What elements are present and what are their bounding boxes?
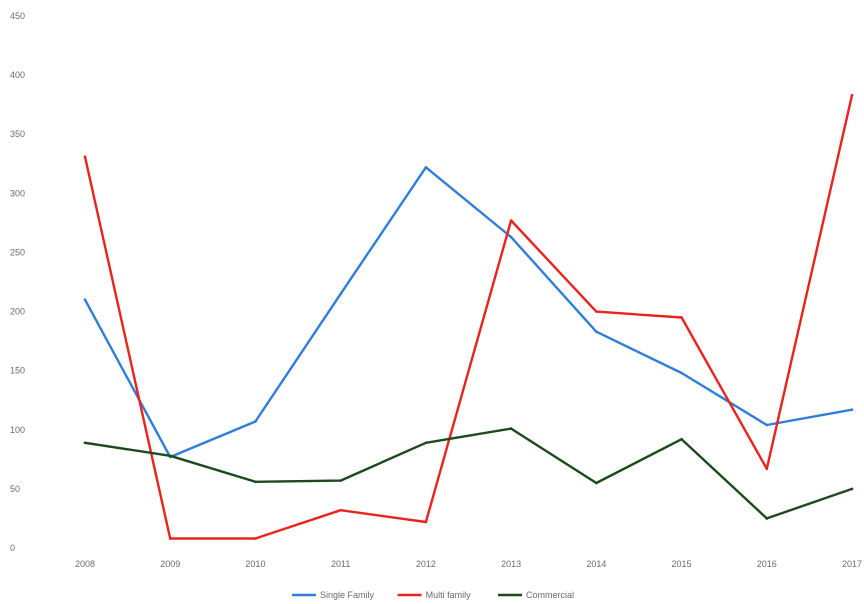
data-point: [424, 520, 428, 524]
data-point: [339, 479, 342, 482]
series-line: [83, 427, 854, 520]
series-lines: [83, 93, 854, 540]
y-tick-label: 450: [10, 11, 25, 21]
data-point: [595, 481, 598, 485]
data-point: [424, 441, 428, 445]
y-tick-label: 0: [10, 543, 15, 553]
x-tick-label: 2010: [245, 559, 265, 569]
x-tick-label: 2013: [501, 559, 521, 569]
legend-item: Multi family: [397, 590, 472, 600]
legend-label: Single Family: [320, 590, 375, 600]
series-multi-family: [83, 93, 854, 540]
series-line: [83, 166, 854, 459]
data-point: [509, 427, 513, 430]
series-line: [83, 93, 854, 540]
x-tick-label: 2009: [160, 559, 180, 569]
x-tick-label: 2017: [842, 559, 862, 569]
legend-label: Commercial: [526, 590, 574, 600]
x-tick-label: 2008: [75, 559, 95, 569]
data-point: [424, 166, 428, 169]
data-point: [168, 537, 172, 540]
series-commercial: [83, 427, 854, 520]
data-point: [254, 480, 257, 484]
data-point: [850, 487, 854, 491]
data-point: [83, 298, 87, 302]
data-point: [168, 454, 172, 458]
series-single-family: [83, 166, 854, 459]
data-point: [765, 517, 769, 520]
y-tick-label: 250: [10, 247, 25, 257]
x-axis-ticks: 2008 2009 2010 2011 2012 2013 2014 2015 2016 2017: [75, 559, 862, 569]
data-point: [595, 310, 598, 313]
data-point: [765, 467, 769, 471]
data-point: [339, 292, 342, 296]
data-point: [83, 155, 87, 158]
legend-item: Single Family: [292, 590, 375, 600]
data-point: [509, 235, 513, 239]
data-point: [765, 423, 769, 427]
legend-label: Multi family: [426, 590, 472, 600]
y-tick-label: 50: [10, 484, 20, 494]
data-point: [595, 330, 598, 333]
data-point: [254, 537, 257, 540]
x-tick-label: 2011: [331, 559, 350, 569]
x-tick-label: 2012: [416, 559, 436, 569]
data-point: [83, 441, 87, 445]
legend: Single Family Multi family Commercial: [292, 590, 574, 600]
y-tick-label: 300: [10, 188, 25, 198]
data-point: [850, 93, 854, 97]
y-tick-label: 350: [10, 129, 25, 139]
legend-item: Commercial: [498, 590, 574, 600]
y-tick-label: 400: [10, 70, 25, 80]
y-axis-ticks: 0 50 100 150 200 250 300 350 400 450: [10, 11, 25, 553]
data-point: [680, 437, 683, 441]
data-point: [339, 508, 342, 512]
y-tick-label: 100: [10, 425, 25, 435]
data-point: [680, 316, 683, 319]
x-tick-label: 2014: [586, 559, 606, 569]
y-tick-label: 150: [10, 366, 25, 376]
x-tick-label: 2015: [672, 559, 692, 569]
data-point: [254, 420, 257, 423]
data-point: [850, 408, 854, 411]
y-tick-label: 200: [10, 307, 25, 317]
data-point: [680, 371, 683, 375]
x-tick-label: 2016: [757, 559, 777, 569]
data-point: [509, 219, 513, 222]
